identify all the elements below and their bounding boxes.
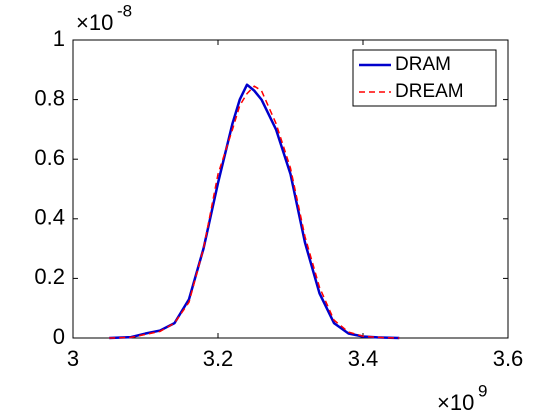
x-exponent-power: 9 xyxy=(478,381,487,400)
x-tick-label: 3.2 xyxy=(203,346,234,371)
y-tick-label: 0 xyxy=(53,324,65,349)
x-tick-label: 3.4 xyxy=(348,346,379,371)
legend-label: DREAM xyxy=(395,81,464,102)
y-tick-label: 0.8 xyxy=(34,85,65,110)
y-exponent-power: -8 xyxy=(117,1,132,20)
y-tick-label: 1 xyxy=(53,26,65,51)
plot-frame xyxy=(72,39,509,339)
series-line xyxy=(109,83,400,340)
legend-box xyxy=(352,49,497,107)
x-tick-label: 3 xyxy=(67,346,79,371)
y-tick-label: 0.6 xyxy=(34,145,65,170)
x-tick-label: 3.6 xyxy=(493,346,524,371)
y-tick-label: 0.4 xyxy=(34,205,65,230)
y-exponent-base: ×10 xyxy=(76,10,113,35)
y-tick-label: 0.2 xyxy=(34,264,65,289)
legend-label: DRAM xyxy=(395,54,451,75)
series-line xyxy=(109,85,400,339)
x-exponent-base: ×10 xyxy=(437,390,474,415)
